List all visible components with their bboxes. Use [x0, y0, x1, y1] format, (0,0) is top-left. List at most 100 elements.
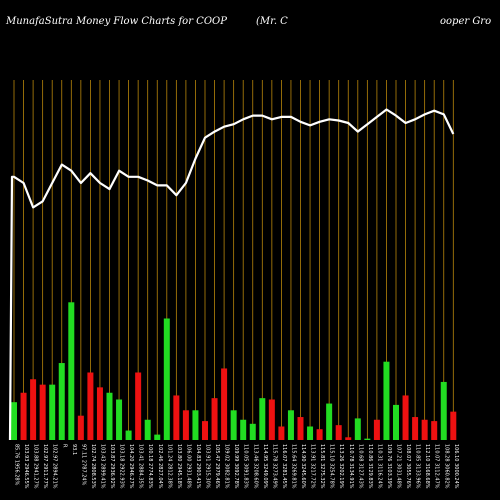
money-flow-bar — [39, 384, 46, 440]
x-tick-label: 110.78 3134.91% — [348, 444, 354, 489]
x-tick-label: 107.21 3031.48% — [396, 444, 402, 489]
money-flow-bar — [278, 426, 285, 440]
x-tick-label: 113.46 3208.60% — [252, 444, 258, 489]
money-flow-bar — [68, 302, 75, 440]
x-tick-label: 108.07 3055.76% — [405, 444, 411, 489]
money-flow-bar — [173, 395, 180, 440]
money-flow-bar — [240, 419, 247, 440]
x-tick-label: 110.68 3127.43% — [357, 444, 363, 489]
money-flow-bar — [221, 368, 228, 440]
money-flow-bar — [87, 372, 94, 440]
x-tick-label: 114.95 3249.09% — [262, 444, 268, 489]
x-tick-label: 109.02 3082.81% — [224, 444, 230, 489]
x-tick-label: 97.11 2787.24% — [80, 444, 86, 486]
x-tick-label: 110.07 3112.47% — [434, 444, 440, 489]
x-tick-label: 103.41 2884.35% — [138, 444, 144, 489]
x-tick-label: 103.87 2936.92% — [109, 444, 115, 489]
money-flow-bar — [163, 318, 170, 440]
money-flow-bar — [182, 410, 189, 440]
x-tick-label: 102.46 2827.04% — [157, 444, 163, 489]
x-tick-label: 102.97 2894.21% — [52, 444, 58, 489]
money-flow-bar — [393, 404, 399, 440]
x-tick-label: 103.43 2899.41% — [99, 444, 105, 489]
money-flow-bar — [125, 430, 132, 440]
money-flow-bar — [144, 419, 151, 440]
money-flow-bar — [58, 363, 65, 440]
money-flow-bar — [440, 381, 447, 440]
x-tick-label: 105.47 2979.46% — [214, 444, 220, 489]
x-tick-label: 115.78 3273.49% — [271, 444, 277, 489]
money-flow-bar — [402, 395, 409, 440]
money-flow-bar — [77, 415, 84, 440]
money-flow-bar — [192, 410, 199, 440]
x-tick-label: R — [61, 444, 67, 448]
money-flow-bar — [354, 418, 361, 440]
x-tick-label: 116.07 3281.45% — [281, 444, 287, 489]
x-tick-label: 108.28 3060.82% — [443, 444, 449, 489]
money-flow-bar — [259, 398, 266, 440]
x-tick-label: 100.18 2774.83% — [147, 444, 153, 489]
x-tick-label: 102.74 2808.53% — [90, 444, 96, 489]
x-tick-label: 109.76 3103.39% — [386, 444, 392, 489]
money-flow-bar — [211, 398, 218, 440]
money-flow-bar — [249, 423, 256, 440]
x-tick-label: 114.90 3245.60% — [300, 444, 306, 489]
money-flow-bar — [335, 425, 342, 440]
x-tick-label: 103.18 2922.93% — [119, 444, 125, 489]
x-tick-label: 110.86 3129.83% — [367, 444, 373, 489]
x-tick-label: 115.64 3269.81% — [290, 444, 296, 489]
money-flow-bar — [96, 387, 103, 440]
money-flow-bar — [326, 403, 333, 440]
money-flow-bar — [116, 399, 123, 440]
x-tick-label: 113.91 3217.72% — [310, 444, 316, 489]
x-tick-label: 93.1 — [71, 444, 77, 455]
money-flow-bar — [345, 437, 352, 440]
money-flow-bar — [106, 392, 113, 440]
chart-title-right: ooper Gro — [440, 16, 491, 27]
money-flow-bar — [202, 421, 208, 440]
x-tick-label: 106.00 2931.48% — [185, 444, 191, 489]
chart-title-left: MunafaSutra Money Flow Charts for COOP — [5, 16, 227, 27]
money-flow-bar — [307, 426, 314, 440]
x-tick-label: 103.93 2946.55% — [23, 444, 29, 489]
x-tick-label: 101.24 2812.38% — [166, 444, 172, 489]
money-flow-bar — [20, 392, 27, 440]
money-flow-bar — [11, 402, 17, 440]
money-flow-bar — [268, 399, 275, 440]
money-flow-bar — [316, 429, 323, 440]
x-tick-label: 110.31 3116.24% — [376, 444, 382, 489]
money-flow-bar — [230, 410, 237, 440]
money-flow-bar — [373, 419, 380, 440]
x-tick-label: 112.10 3168.68% — [424, 444, 430, 489]
chart-title-middle: (Mr. C — [256, 16, 288, 27]
money-flow-bar — [287, 410, 294, 440]
x-axis-tick-labels: 85.76 1956.28% 103.93 2946.55% 103.88 2941… — [14, 444, 459, 489]
price-line-layer — [8, 108, 455, 441]
x-tick-label: 113.26 3202.19% — [338, 444, 344, 489]
x-tick-label: 115.81 3275.32% — [319, 444, 325, 489]
money-flow-bar — [383, 361, 390, 440]
money-flow-bar — [297, 417, 304, 440]
money-flow-bar — [450, 411, 457, 440]
x-tick-label: 104.20 2946.27% — [128, 444, 134, 489]
x-tick-label: 102.97 2911.77% — [42, 444, 48, 489]
x-tick-label: 103.88 2941.27% — [33, 444, 39, 489]
x-tick-label: 110.05 3091.83% — [243, 444, 249, 489]
money-flow-bar — [154, 434, 161, 440]
x-tick-label: 115.10 3254.78% — [329, 444, 335, 489]
money-flow-bar — [135, 372, 142, 440]
money-flow-bar — [49, 384, 56, 440]
x-tick-label: 109.99 3092.78% — [233, 444, 239, 489]
money-flow-bar — [412, 417, 419, 440]
money-flow-bar — [421, 419, 428, 440]
x-tick-label: 106.10 3000.24% — [453, 444, 459, 489]
x-tick-label: 104.83 2903.41% — [195, 444, 201, 489]
money-flow-bars — [11, 302, 457, 440]
x-tick-label: 103.91 2915.30% — [205, 444, 211, 489]
x-tick-label: 103.80 2945.18% — [176, 444, 182, 489]
x-tick-label: 85.76 1956.28% — [14, 444, 20, 486]
money-flow-bar — [431, 421, 438, 440]
x-tick-label: 110.85 3133.96% — [415, 444, 421, 489]
